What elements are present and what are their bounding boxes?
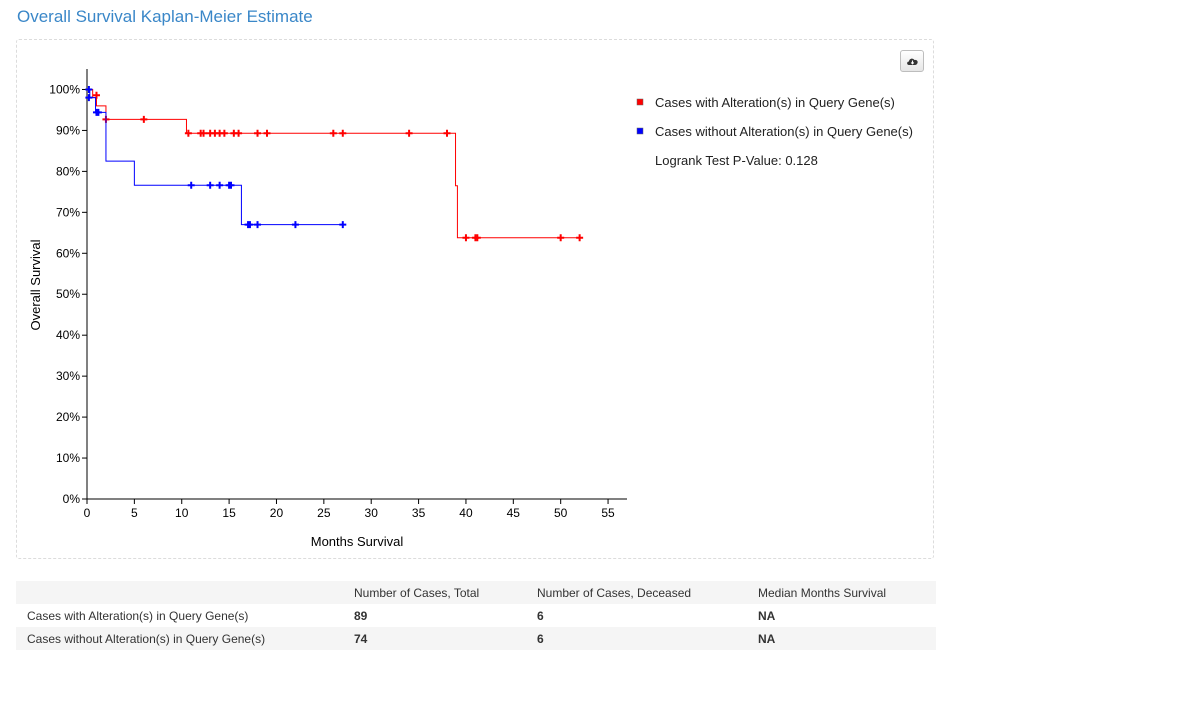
censor-mark (184, 129, 192, 137)
y-tick-label: 40% (56, 328, 80, 342)
censor-mark (462, 234, 470, 242)
deceased-cases-cell: 6 (537, 631, 544, 646)
group-name-cell: Cases without Alteration(s) in Query Gen… (27, 631, 266, 646)
y-tick-label: 50% (56, 287, 80, 301)
censor-mark (254, 129, 262, 137)
censor-mark (140, 115, 148, 123)
logrank-pvalue: Logrank Test P-Value: 0.128 (655, 153, 818, 168)
median-survival-cell: NA (758, 608, 776, 623)
x-tick-label: 40 (459, 506, 473, 520)
censor-mark (246, 221, 254, 229)
censor-mark (339, 129, 347, 137)
x-tick-label: 55 (601, 506, 615, 520)
x-tick-label: 5 (131, 506, 138, 520)
x-tick-label: 45 (507, 506, 521, 520)
censor-mark (443, 129, 451, 137)
series-layer (85, 85, 584, 242)
chart-panel (16, 39, 934, 559)
censor-mark (235, 129, 243, 137)
y-tick-label: 30% (56, 369, 80, 383)
x-tick-label: 30 (365, 506, 379, 520)
download-button[interactable] (900, 50, 924, 72)
x-ticks: 0 5 10 15 20 25 30 35 40 45 50 55 (84, 499, 615, 520)
censor-mark (187, 181, 195, 189)
censor-mark (85, 94, 93, 102)
y-tick-label: 100% (49, 82, 80, 96)
km-chart: 0 5 10 15 20 25 30 35 40 45 50 55 0% 10% 20% 30% 40% 50%… (28, 69, 913, 549)
survival-curve-series-1 (87, 88, 343, 226)
y-axis-label: Overall Survival (28, 239, 43, 330)
y-tick-label: 60% (56, 246, 80, 260)
table-header-cell: Number of Cases, Deceased (537, 585, 692, 600)
y-tick-label: 70% (56, 205, 80, 219)
censor-mark (473, 234, 481, 242)
censor-mark (200, 129, 208, 137)
y-ticks: 0% 10% 20% 30% 40% 50% 60% 70% 80% 90% 100% (49, 82, 87, 506)
table-row: Cases without Alteration(s) in Query Gen… (16, 627, 936, 650)
censor-mark (291, 221, 299, 229)
median-survival-cell: NA (758, 631, 776, 646)
censor-mark (220, 129, 228, 137)
table-row: Cases with Alteration(s) in Query Gene(s… (16, 604, 936, 627)
y-tick-label: 10% (56, 451, 80, 465)
table-header-cell: Median Months Survival (758, 585, 887, 600)
censor-mark (216, 181, 224, 189)
total-cases-cell: 89 (354, 608, 368, 623)
y-tick-label: 0% (63, 492, 81, 506)
censor-mark (405, 129, 413, 137)
table-header-cell: Number of Cases, Total (354, 585, 480, 600)
x-tick-label: 0 (84, 506, 91, 520)
censor-mark (227, 181, 235, 189)
table-header-row: Number of Cases, Total Number of Cases, … (16, 581, 936, 604)
x-tick-label: 50 (554, 506, 568, 520)
survival-curve-series-0 (87, 88, 580, 239)
y-tick-label: 90% (56, 123, 80, 137)
x-axis-label: Months Survival (311, 534, 404, 549)
censor-mark (329, 129, 337, 137)
legend-label-unaltered: Cases without Alteration(s) in Query Gen… (655, 124, 913, 139)
censor-mark (557, 234, 565, 242)
x-tick-label: 35 (412, 506, 426, 520)
censor-mark (92, 91, 100, 99)
legend-marker-unaltered (636, 127, 644, 135)
cloud-download-icon (906, 58, 918, 65)
page-title: Overall Survival Kaplan-Meier Estimate (17, 7, 313, 26)
deceased-cases-cell: 6 (537, 608, 544, 623)
group-name-cell: Cases with Alteration(s) in Query Gene(s… (27, 608, 249, 623)
censor-mark (339, 221, 347, 229)
legend-label-altered: Cases with Alteration(s) in Query Gene(s… (655, 95, 895, 110)
total-cases-cell: 74 (354, 631, 368, 646)
table-header-cell (16, 581, 343, 604)
censor-mark (206, 181, 214, 189)
y-tick-label: 20% (56, 410, 80, 424)
legend: Cases with Alteration(s) in Query Gene(s… (636, 95, 913, 168)
x-tick-label: 10 (175, 506, 189, 520)
x-tick-label: 25 (317, 506, 331, 520)
y-tick-label: 80% (56, 164, 80, 178)
legend-marker-altered (636, 98, 644, 106)
censor-mark (263, 129, 271, 137)
censor-mark (254, 221, 262, 229)
summary-table: Number of Cases, Total Number of Cases, … (16, 581, 936, 650)
x-tick-label: 20 (270, 506, 284, 520)
x-tick-label: 15 (222, 506, 236, 520)
censor-mark (94, 108, 102, 116)
censor-mark (576, 234, 584, 242)
censor-mark (85, 85, 93, 93)
